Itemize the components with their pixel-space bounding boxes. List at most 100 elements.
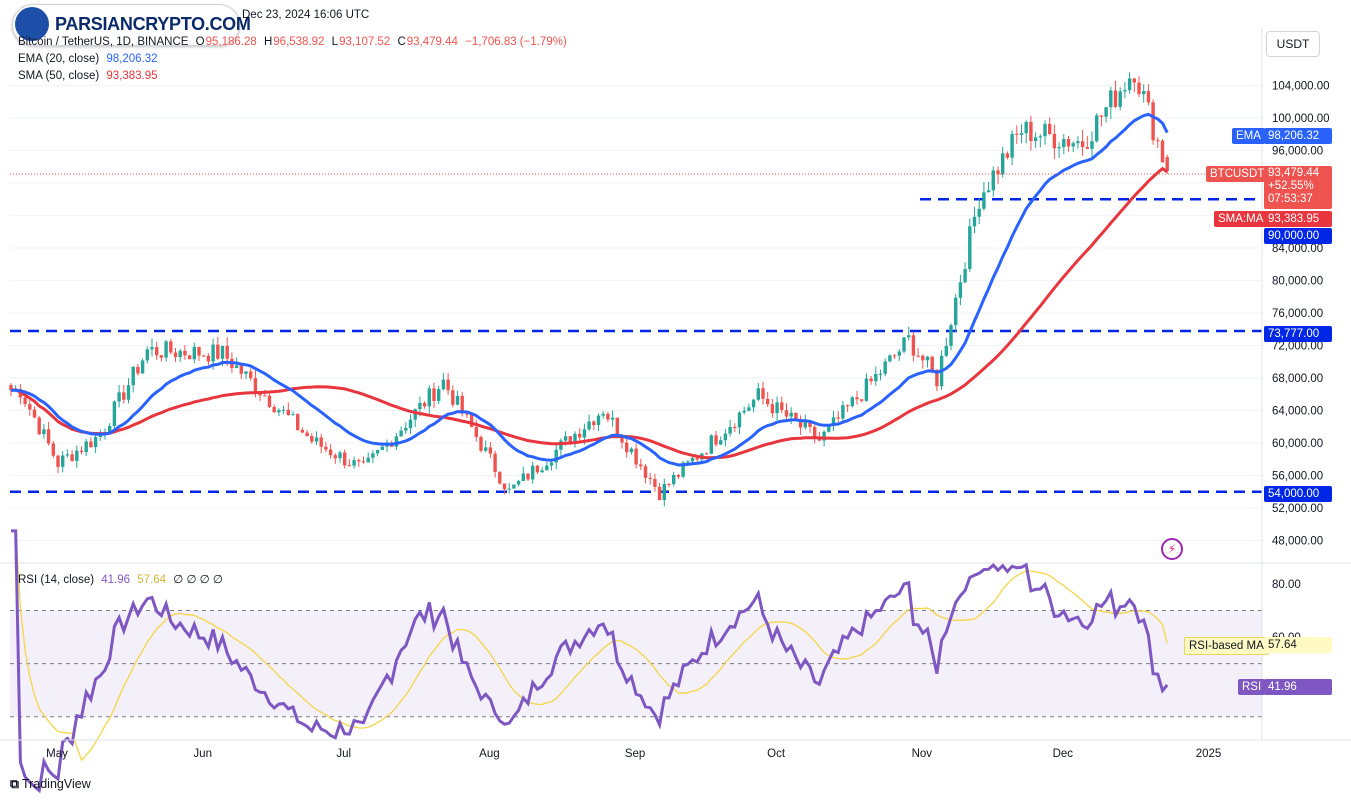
- candle-body: [587, 421, 591, 430]
- candle-body: [545, 465, 549, 471]
- sma-legend-value: 93,383.95: [106, 70, 158, 82]
- candle-body: [220, 345, 225, 359]
- candle-body: [324, 446, 328, 450]
- candle-body: [253, 378, 258, 393]
- candle-body: [140, 360, 145, 374]
- candle-body: [972, 216, 977, 227]
- candle-body: [225, 345, 229, 359]
- candle-body: [949, 325, 953, 346]
- candle-body: [516, 480, 521, 485]
- candle-body: [112, 401, 117, 427]
- price-tick-label: 72,000.00: [1272, 341, 1323, 353]
- candle-body: [836, 417, 840, 419]
- candle-body: [747, 407, 751, 411]
- logo-mark-icon: [15, 7, 49, 41]
- logo-text: PARSIANCRYPTO.COM: [55, 14, 251, 34]
- candle-body: [1019, 133, 1024, 135]
- candle-body: [841, 405, 845, 419]
- candle-body: [916, 355, 920, 357]
- candle-body: [601, 413, 605, 416]
- candle-body: [780, 402, 784, 411]
- candle-body: [1057, 147, 1061, 149]
- candle-body: [1146, 91, 1151, 103]
- rsi-legend[interactable]: RSI (14, close) 41.96 57.64 ∅ ∅ ∅ ∅: [18, 574, 223, 586]
- candle-body: [155, 347, 159, 356]
- candle-body: [1132, 78, 1136, 83]
- sma-tag-label: SMA:MA: [1214, 211, 1268, 227]
- candle-body: [742, 410, 746, 413]
- time-tick-label: Dec: [1053, 748, 1074, 760]
- tradingview-logo[interactable]: ⧉ TradingView: [10, 777, 91, 791]
- candle-body: [1033, 137, 1038, 142]
- time-tick-label: Jun: [193, 748, 212, 760]
- candle-body: [798, 420, 803, 428]
- candle-body: [126, 385, 131, 400]
- time-tick-label: Nov: [912, 748, 933, 760]
- candle-body: [32, 409, 37, 418]
- candle-body: [1010, 133, 1014, 158]
- candle-body: [1127, 78, 1132, 91]
- candle-body: [1090, 141, 1094, 149]
- candle-body: [817, 438, 822, 441]
- candle-body: [455, 395, 460, 405]
- candle-body: [173, 352, 178, 358]
- symbol-title[interactable]: Bitcoin / TetherUS, 1D, BINANCE: [18, 36, 189, 48]
- candle-body: [488, 447, 493, 454]
- candle-body: [131, 366, 135, 386]
- price-tick-label: 100,000.00: [1272, 113, 1330, 125]
- candle-body: [371, 453, 375, 458]
- candle-body: [770, 404, 775, 414]
- candle-body: [996, 170, 1000, 175]
- alert-bolt-icon[interactable]: ⚡: [1161, 538, 1183, 560]
- candle-body: [413, 409, 417, 420]
- candle-body: [582, 429, 587, 438]
- candle-body: [1071, 143, 1075, 147]
- time-tick-label: Oct: [767, 748, 786, 760]
- candle-body: [89, 441, 93, 448]
- candle-body: [427, 388, 431, 407]
- candle-body: [648, 477, 652, 479]
- candle-body: [484, 447, 488, 451]
- candle-body: [281, 409, 286, 411]
- candle-body: [1001, 153, 1005, 175]
- candle-body: [695, 458, 699, 460]
- candle-body: [404, 427, 408, 431]
- candle-body: [432, 388, 436, 401]
- currency-button[interactable]: USDT: [1266, 31, 1320, 57]
- candle-body: [573, 433, 577, 444]
- candle-body: [239, 365, 243, 374]
- sma-legend[interactable]: SMA (50, close) 93,383.95: [18, 70, 158, 82]
- ema-tag-value: 98,206.32: [1264, 128, 1332, 144]
- candle-body: [869, 378, 873, 382]
- candle-body: [267, 395, 272, 407]
- price-tick-label: 96,000.00: [1272, 146, 1323, 158]
- candle-body: [169, 341, 173, 353]
- candle-body: [211, 344, 215, 362]
- price-tick-label: 68,000.00: [1272, 373, 1323, 385]
- candle-body: [662, 483, 666, 501]
- candle-body: [714, 435, 718, 445]
- candle-body: [46, 429, 51, 444]
- candle-body: [286, 409, 290, 416]
- sma-line: [10, 166, 1169, 460]
- candle-body: [469, 414, 474, 428]
- ema-legend[interactable]: EMA (20, close) 98,206.32: [18, 53, 158, 65]
- time-tick-label: 2025: [1196, 748, 1222, 760]
- candle-body: [28, 404, 32, 410]
- btc-price-tag: 93,479.44 +52.55% 07:53:37: [1264, 166, 1332, 209]
- candle-body: [187, 355, 192, 360]
- candle-body: [813, 426, 817, 439]
- candle-body: [954, 297, 958, 326]
- price-tick-label: 84,000.00: [1272, 243, 1323, 255]
- candle-body: [202, 355, 206, 357]
- candle-body: [300, 429, 305, 433]
- candle-body: [117, 392, 121, 402]
- candle-body: [958, 282, 963, 298]
- candles: [9, 72, 1169, 507]
- candle-body: [1043, 123, 1047, 137]
- candle-body: [531, 465, 535, 480]
- price-tick-label: 56,000.00: [1272, 471, 1323, 483]
- candle-body: [380, 446, 384, 451]
- time-tick-label: Sep: [625, 748, 645, 760]
